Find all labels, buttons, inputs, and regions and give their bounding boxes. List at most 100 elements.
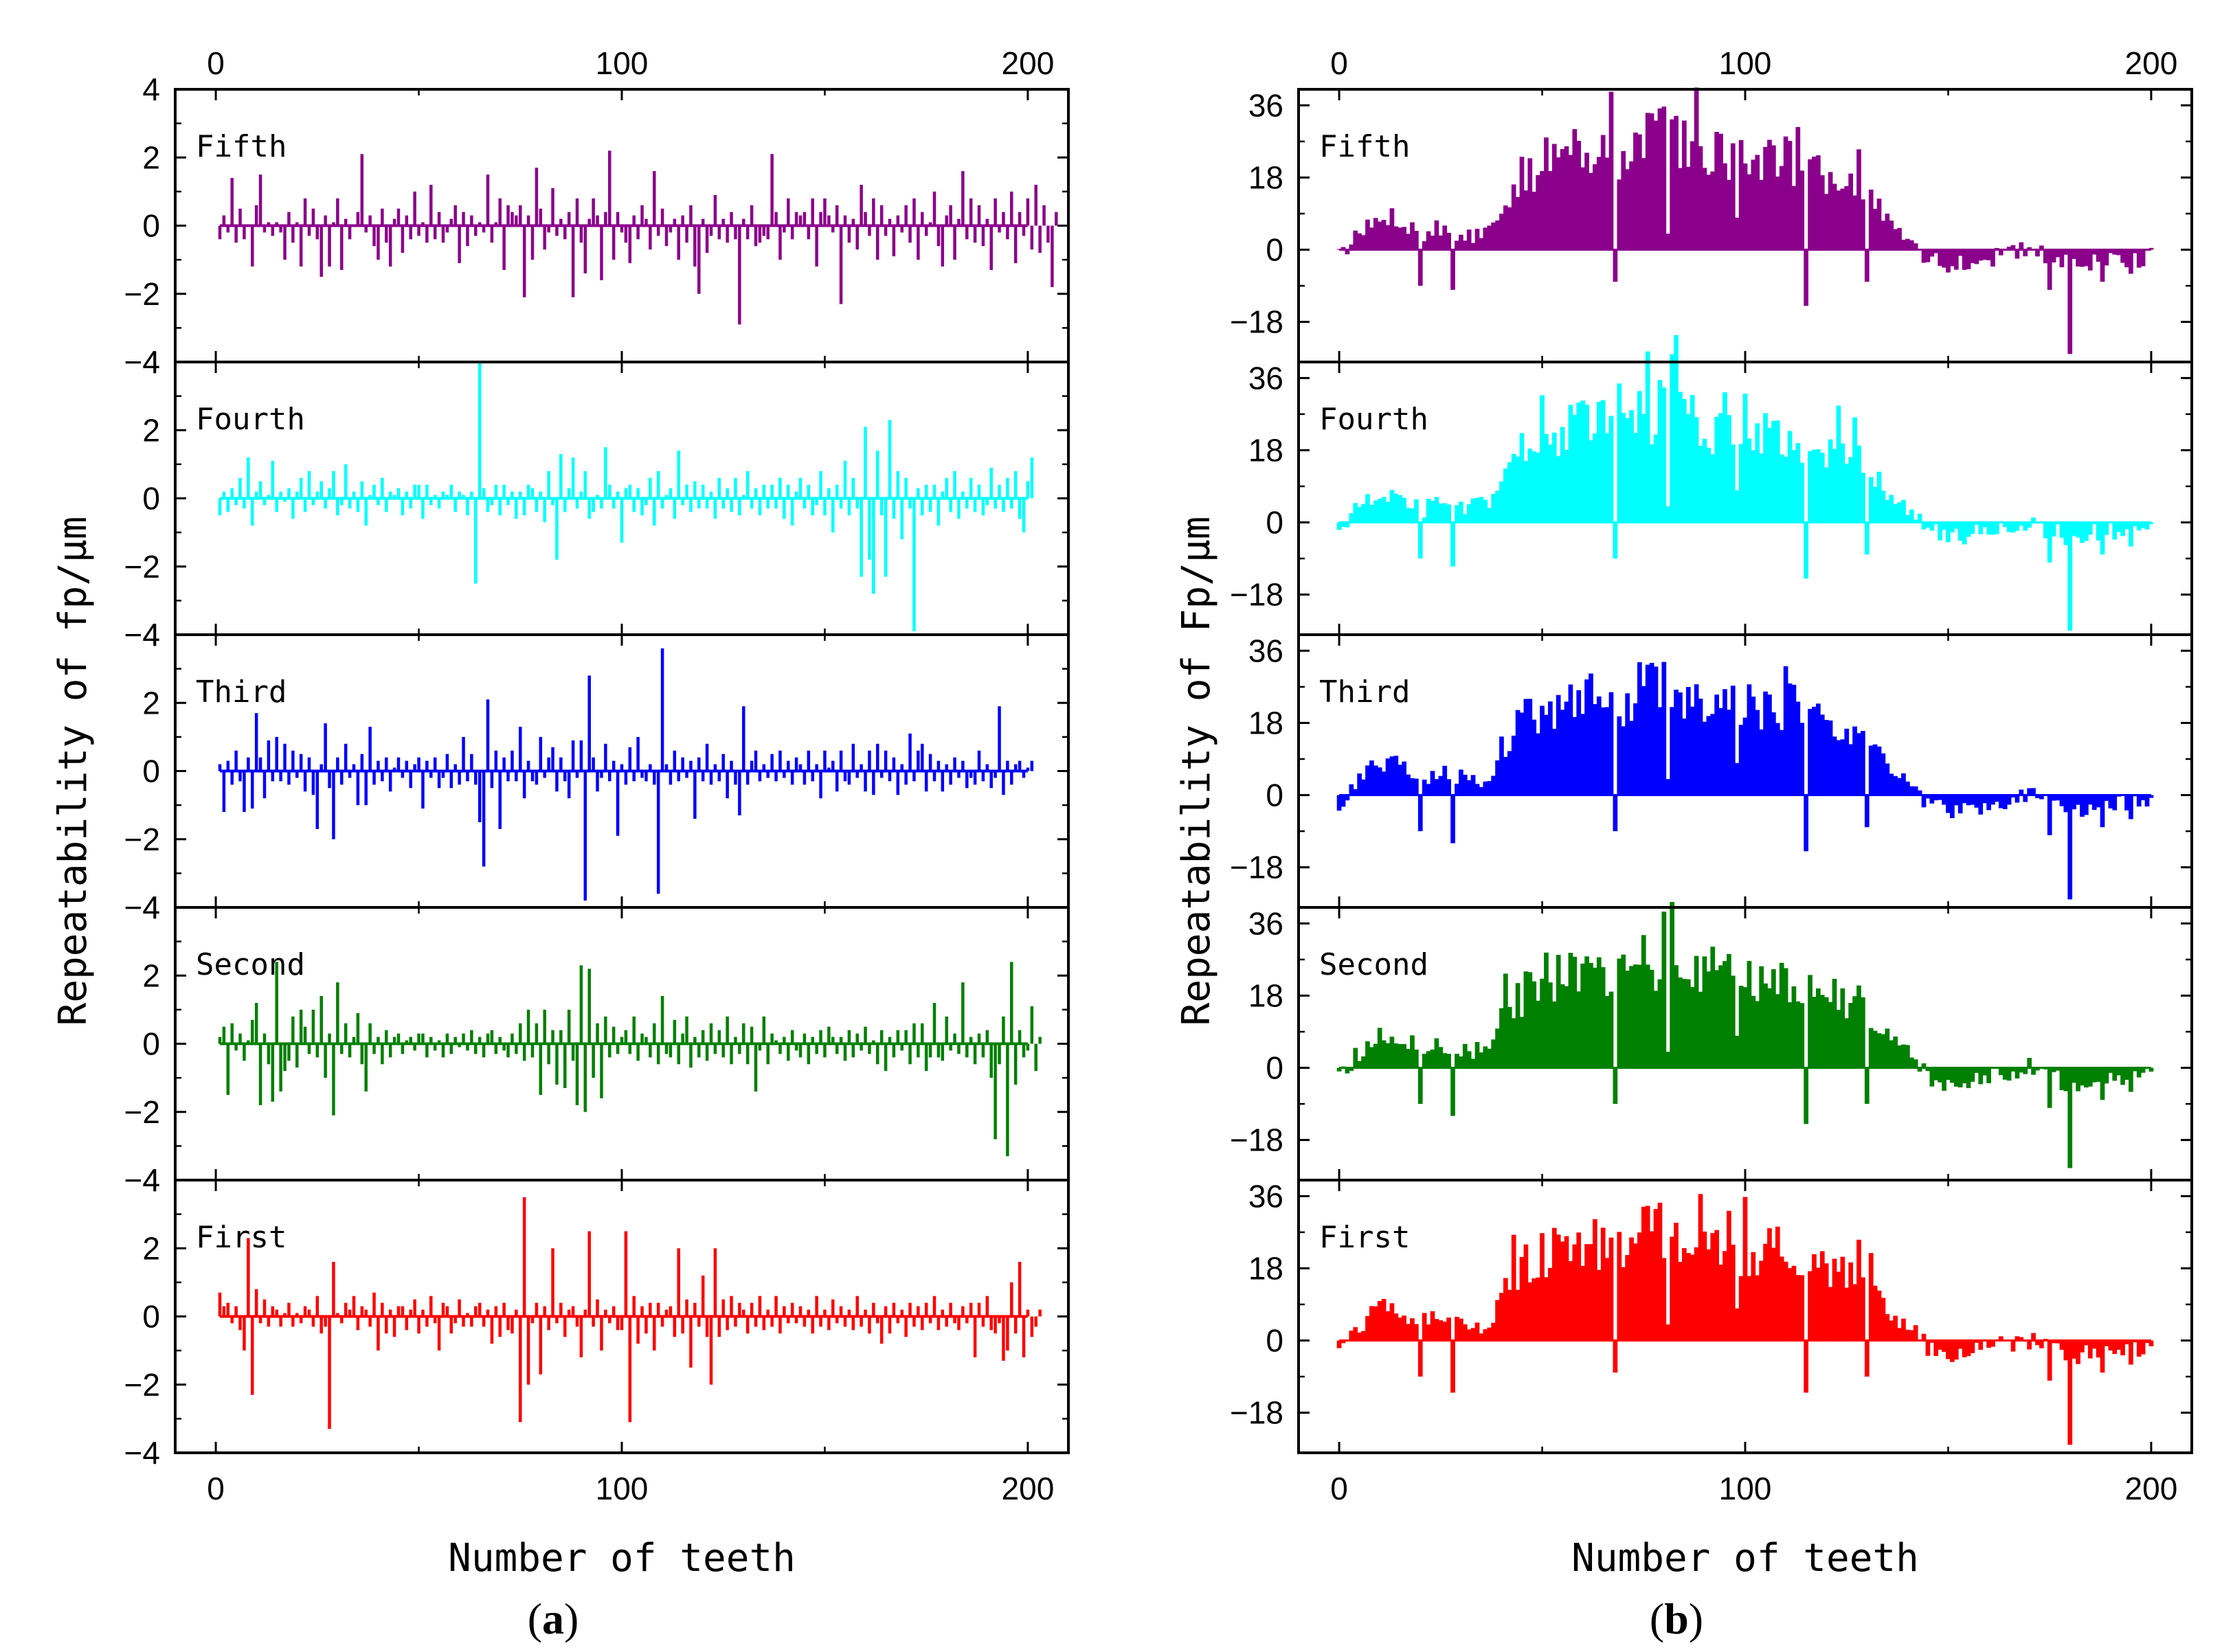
bar — [1982, 249, 1987, 260]
bar — [1438, 1320, 1444, 1341]
bar — [1747, 438, 1752, 523]
caption-b-close: ) — [1689, 1594, 1703, 1643]
bar — [1523, 190, 1529, 250]
bar — [1483, 1329, 1488, 1341]
bar — [1336, 1067, 1342, 1072]
bar — [1674, 690, 1679, 795]
bar — [1434, 1319, 1439, 1341]
bar — [1824, 467, 1829, 523]
bar — [2067, 249, 2073, 354]
bar — [1519, 712, 1525, 795]
bar — [1946, 1067, 1951, 1080]
bar — [2140, 249, 2146, 267]
bar — [1544, 952, 1549, 1068]
bar — [1893, 776, 1898, 795]
bar — [1759, 453, 1764, 523]
bar — [2108, 1340, 2113, 1351]
panel-frame — [1297, 1179, 2193, 1454]
bar — [1889, 220, 1894, 250]
bar — [1446, 1317, 1451, 1341]
bar — [1417, 249, 1423, 286]
bar — [1604, 157, 1610, 250]
bar — [1353, 503, 1358, 523]
bar — [1442, 1053, 1448, 1068]
bar — [2063, 1340, 2069, 1361]
bar — [1629, 721, 1634, 795]
bar — [2010, 1067, 2016, 1072]
bar — [1925, 795, 1931, 799]
bar — [1946, 249, 1951, 273]
bar — [1962, 522, 1967, 545]
bar — [1503, 205, 1508, 250]
y-tick-label: 18 — [1248, 977, 1283, 1013]
bar — [1450, 1067, 1455, 1116]
bar — [1751, 159, 1756, 250]
bars-second — [1336, 902, 2154, 1168]
bar — [1861, 473, 1865, 523]
bar — [2055, 249, 2061, 258]
bar — [1962, 1067, 1967, 1084]
bar — [1852, 996, 1857, 1068]
bar — [1957, 1067, 1963, 1088]
bar — [1470, 1059, 1476, 1068]
bar — [1723, 392, 1727, 523]
bar — [2019, 789, 2024, 795]
bar — [1986, 1067, 1991, 1083]
bar — [1957, 522, 1963, 541]
bar — [1690, 141, 1695, 250]
bar — [1365, 1041, 1370, 1068]
bar — [1763, 691, 1768, 795]
bar — [1459, 1318, 1463, 1341]
bar — [1633, 1243, 1638, 1341]
y-tick-label: −18 — [1230, 577, 1283, 613]
bar — [1625, 169, 1630, 250]
bar — [1629, 161, 1634, 250]
bar — [1881, 753, 1886, 795]
bar — [2096, 522, 2101, 541]
bar — [1564, 449, 1569, 523]
bar — [1491, 1039, 1496, 1068]
bar — [1685, 979, 1691, 1068]
bar — [1779, 166, 1784, 250]
bar — [1483, 781, 1488, 795]
bar — [1459, 769, 1463, 795]
panel-label-fifth: Fifth — [1319, 129, 1410, 164]
bar — [1446, 779, 1451, 795]
bar — [1629, 410, 1634, 523]
bar — [1491, 1322, 1496, 1341]
bar — [1645, 964, 1650, 1068]
bar — [2072, 522, 2076, 536]
bar — [2136, 522, 2142, 531]
bar — [1718, 965, 1723, 1068]
bar — [1507, 462, 1512, 523]
bar — [2055, 795, 2061, 801]
bar — [1649, 969, 1654, 1068]
bar — [1795, 1001, 1801, 1068]
bar — [2010, 245, 2016, 250]
bar — [2091, 795, 2097, 811]
bottom-x-tick-label-100: 100 — [596, 1471, 649, 1506]
bar — [2043, 522, 2048, 539]
bar — [1600, 400, 1606, 523]
bar — [1625, 971, 1630, 1068]
bar — [1604, 707, 1610, 795]
bar — [1783, 136, 1788, 250]
bar — [1495, 1028, 1500, 1068]
bar — [1787, 683, 1793, 795]
bar — [1560, 427, 1565, 523]
bottom-x-tick-label-0: 0 — [1330, 1471, 1348, 1506]
bar — [2136, 795, 2142, 807]
bar — [1970, 522, 1975, 534]
bar — [2112, 522, 2118, 540]
bar — [1661, 387, 1667, 523]
bar — [2080, 522, 2085, 543]
bar — [1406, 774, 1411, 795]
bar — [1402, 1043, 1406, 1068]
bar — [2063, 249, 2069, 255]
bar — [2108, 795, 2113, 808]
bar — [1398, 1317, 1403, 1341]
bar — [1519, 1017, 1525, 1068]
bar — [1604, 1258, 1610, 1341]
bar — [1742, 987, 1748, 1068]
bar — [2035, 249, 2040, 257]
